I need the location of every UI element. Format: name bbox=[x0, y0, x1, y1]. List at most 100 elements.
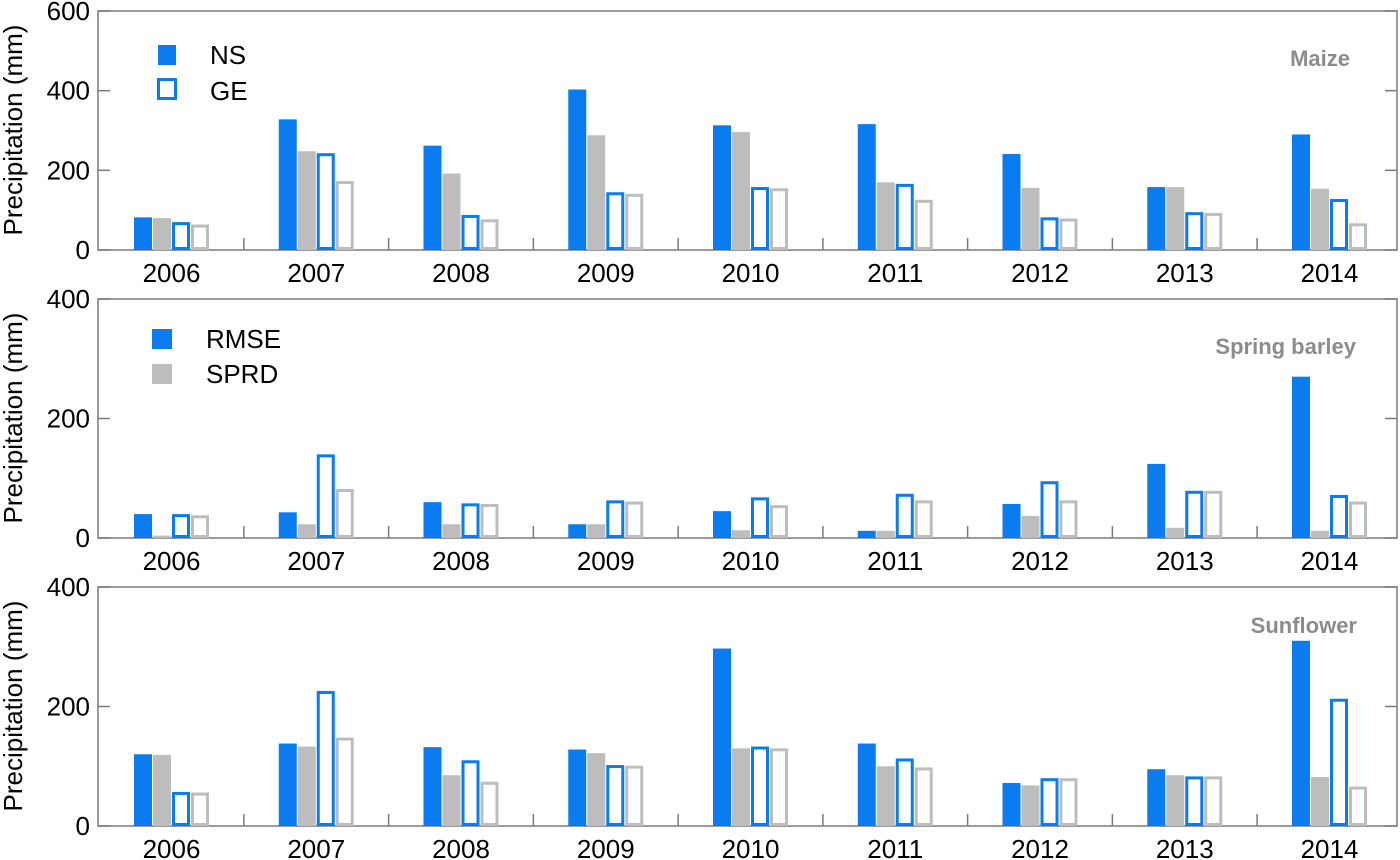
spring-barley-bar-2009-ns-rmse bbox=[568, 524, 587, 538]
maize-bar-2013-ge-rmse bbox=[1185, 212, 1204, 251]
spring-barley-bar-2009-ns-sprd bbox=[587, 524, 606, 538]
maize-bar-2012-ge-sprd bbox=[1059, 218, 1078, 250]
sunflower-bar-2008-ge-sprd bbox=[480, 781, 499, 826]
legend-ge-label: GE bbox=[210, 76, 248, 106]
spring-barley-bar-2011-ge-sprd bbox=[914, 500, 933, 539]
spring-barley-bar-2014-ge-rmse bbox=[1330, 494, 1348, 539]
maize-bar-2007-ns-rmse bbox=[278, 119, 297, 250]
spring-barley-bar-2014-ns-sprd bbox=[1311, 530, 1329, 538]
spring-barley-category-label-2006: 2006 bbox=[143, 546, 201, 576]
sunflower-bar-2012-ns-rmse bbox=[1002, 782, 1021, 826]
maize-bar-2009-ge-rmse bbox=[606, 192, 625, 251]
maize-bar-2009-ge-sprd bbox=[625, 193, 644, 251]
sunflower-bar-2009-ns-rmse bbox=[568, 749, 587, 826]
sunflower-bar-2007-ge-sprd bbox=[335, 737, 354, 827]
maize-bar-2013-ns-sprd bbox=[1166, 187, 1185, 250]
sunflower-bar-2007-ns-sprd bbox=[297, 746, 316, 826]
spring-barley-bar-2006-ns-sprd bbox=[153, 535, 171, 538]
panel-spring-barley: Precipitation (mm) Spring barley RMSE SP… bbox=[0, 284, 1398, 576]
sunflower-bar-2006-ns-sprd bbox=[153, 754, 171, 826]
spring-barley-ytick-label: 200 bbox=[47, 404, 90, 434]
sunflower-category-label-2013: 2013 bbox=[1156, 834, 1214, 860]
legend-sprd-swatch bbox=[152, 364, 172, 384]
panel-sunflower-ylabel: Precipitation (mm) bbox=[0, 601, 28, 812]
sunflower-bar-2010-ns-sprd bbox=[732, 748, 750, 826]
spring-barley-bar-2012-ns-sprd bbox=[1021, 515, 1040, 538]
spring-barley-category-label-2013: 2013 bbox=[1156, 546, 1214, 576]
sunflower-bar-2014-ge-sprd bbox=[1349, 786, 1367, 827]
sunflower-category-label-2012: 2012 bbox=[1011, 834, 1069, 860]
legend-ns-swatch bbox=[158, 45, 176, 65]
maize-bar-2008-ns-sprd bbox=[442, 173, 461, 250]
sunflower-bar-2014-ge-rmse bbox=[1330, 698, 1348, 826]
maize-bar-2009-ns-sprd bbox=[587, 135, 606, 250]
spring-barley-bar-2012-ns-rmse bbox=[1002, 503, 1021, 538]
maize-bar-2011-ge-rmse bbox=[895, 183, 914, 250]
panel-sunflower: Precipitation (mm) Sunflower 0 200 400 2006… bbox=[0, 572, 1398, 860]
spring-barley-bar-2007-ns-rmse bbox=[278, 512, 297, 538]
maize-bar-2006-ns-sprd bbox=[153, 218, 171, 250]
maize-bar-2014-ge-rmse bbox=[1330, 199, 1348, 251]
sunflower-bar-2010-ns-rmse bbox=[713, 648, 731, 826]
spring-barley-bar-2009-ge-sprd bbox=[625, 501, 644, 538]
legend-sprd-label: SPRD bbox=[206, 359, 278, 389]
maize-bar-2012-ns-sprd bbox=[1021, 187, 1040, 250]
legend-ge-swatch bbox=[157, 78, 177, 100]
spring-barley-bar-2008-ns-rmse bbox=[423, 502, 442, 538]
maize-category-label-2010: 2010 bbox=[722, 258, 780, 288]
panel-maize-crop-label: Maize bbox=[1290, 46, 1350, 71]
sunflower-category-label-2009: 2009 bbox=[577, 834, 635, 860]
spring-barley-category-label-2012: 2012 bbox=[1011, 546, 1069, 576]
maize-bar-2009-ns-rmse bbox=[568, 89, 587, 250]
sunflower-bar-2008-ns-sprd bbox=[442, 775, 461, 826]
maize-bar-2011-ns-sprd bbox=[876, 182, 895, 250]
spring-barley-category-label-2011: 2011 bbox=[867, 546, 923, 576]
spring-barley-bar-2010-ge-rmse bbox=[751, 497, 769, 538]
sunflower-bar-2007-ns-rmse bbox=[278, 743, 297, 826]
sunflower-bar-2013-ns-rmse bbox=[1147, 769, 1166, 826]
panel-spring-barley-crop-label: Spring barley bbox=[1215, 334, 1356, 359]
sunflower-category-label-2008: 2008 bbox=[432, 834, 490, 860]
spring-barley-bar-2014-ge-sprd bbox=[1349, 501, 1367, 538]
maize-bar-2007-ge-rmse bbox=[316, 153, 335, 250]
spring-barley-bar-2011-ns-sprd bbox=[876, 530, 895, 538]
sunflower-bar-2013-ge-rmse bbox=[1185, 776, 1204, 826]
sunflower-bar-2009-ge-sprd bbox=[625, 765, 644, 827]
legend-metric: RMSE SPRD bbox=[152, 324, 281, 389]
maize-bar-2011-ns-rmse bbox=[857, 124, 876, 250]
sunflower-bar-2014-ns-sprd bbox=[1311, 777, 1329, 826]
maize-bar-2014-ns-sprd bbox=[1311, 188, 1329, 250]
maize-bar-2010-ge-sprd bbox=[770, 188, 788, 250]
spring-barley-ytick-label: 0 bbox=[76, 523, 90, 553]
sunflower-bar-2006-ge-rmse bbox=[172, 791, 190, 827]
spring-barley-bar-2011-ns-rmse bbox=[857, 530, 876, 538]
maize-bar-2008-ge-sprd bbox=[480, 219, 499, 251]
maize-category-label-2006: 2006 bbox=[143, 258, 201, 288]
sunflower-bar-2010-ge-rmse bbox=[751, 746, 769, 826]
maize-ytick-label: 0 bbox=[76, 235, 90, 265]
legend-rmse-label: RMSE bbox=[206, 324, 281, 354]
spring-barley-bar-2007-ns-sprd bbox=[297, 524, 316, 538]
maize-bar-2007-ge-sprd bbox=[335, 181, 354, 250]
sunflower-bar-2009-ns-sprd bbox=[587, 753, 606, 826]
maize-category-label-2009: 2009 bbox=[577, 258, 635, 288]
spring-barley-bar-2010-ge-sprd bbox=[770, 505, 788, 539]
maize-category-label-2013: 2013 bbox=[1156, 258, 1214, 288]
sunflower-bar-2006-ge-sprd bbox=[191, 792, 209, 826]
sunflower-bar-2011-ge-rmse bbox=[895, 758, 914, 826]
spring-barley-bar-2006-ns-rmse bbox=[134, 514, 152, 538]
spring-barley-bar-2009-ge-rmse bbox=[606, 500, 625, 539]
maize-ytick-label: 600 bbox=[47, 0, 90, 26]
sunflower-ytick-label: 0 bbox=[76, 811, 90, 841]
spring-barley-bar-2008-ge-sprd bbox=[480, 503, 499, 539]
maize-category-label-2008: 2008 bbox=[432, 258, 490, 288]
maize-bar-2014-ns-rmse bbox=[1292, 134, 1310, 250]
sunflower-category-label-2010: 2010 bbox=[722, 834, 780, 860]
spring-barley-bar-2013-ns-sprd bbox=[1166, 527, 1185, 538]
sunflower-bar-2013-ge-sprd bbox=[1204, 776, 1223, 826]
panel-maize: Precipitation (mm) Maize NS GE 0 200 400 60… bbox=[0, 0, 1398, 288]
sunflower-bar-2007-ge-rmse bbox=[316, 690, 335, 827]
sunflower-category-label-2011: 2011 bbox=[867, 834, 923, 860]
